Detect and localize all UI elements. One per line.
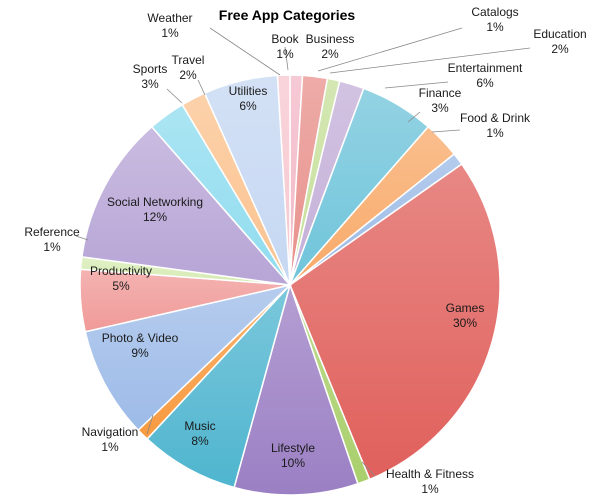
- leader-line-reference: [75, 235, 89, 241]
- slice-percent-sports: 3%: [141, 77, 159, 91]
- slice-name-catalogs: Catalogs: [471, 5, 518, 19]
- slice-percent-reference: 1%: [43, 240, 61, 254]
- slice-percent-navigation: 1%: [101, 440, 119, 454]
- leader-line-food-and-drink: [431, 129, 461, 133]
- slice-percent-health-and-fitness: 1%: [421, 482, 439, 496]
- slice-name-utilities: Utilities: [229, 84, 268, 98]
- leader-line-sports: [166, 88, 183, 104]
- leader-line-health-and-fitness: [361, 461, 376, 477]
- slice-percent-games: 30%: [453, 316, 477, 330]
- leader-line-finance: [407, 111, 421, 123]
- slice-percent-business: 2%: [321, 47, 339, 61]
- slice-percent-weather: 1%: [161, 26, 179, 40]
- slice-percent-utilities: 6%: [239, 99, 257, 113]
- pie-slice-weather: [276, 74, 291, 286]
- slice-percent-social-networking: 12%: [143, 210, 167, 224]
- slice-name-food-and-drink: Food & Drink: [460, 111, 531, 125]
- slice-name-entertainment: Entertainment: [448, 61, 523, 75]
- slice-name-travel: Travel: [172, 53, 205, 67]
- pie-slice-social-networking: [81, 125, 292, 287]
- leader-line-book: [284, 46, 289, 71]
- chart-title: Free App Categories: [219, 7, 356, 23]
- slice-percent-productivity: 5%: [112, 279, 130, 293]
- slice-percent-finance: 3%: [431, 101, 449, 115]
- slice-name-health-and-fitness: Health & Fitness: [386, 467, 474, 481]
- slice-name-productivity: Productivity: [90, 264, 152, 278]
- pie-slice-lifestyle: [233, 282, 359, 496]
- slice-percent-food-and-drink: 1%: [486, 126, 504, 140]
- leader-lines-layer: [75, 27, 531, 477]
- slice-name-music: Music: [184, 419, 215, 433]
- leader-line-education: [329, 47, 531, 74]
- slice-percent-photo-and-video: 9%: [131, 346, 149, 360]
- slice-name-games: Games: [446, 301, 485, 315]
- leader-line-travel: [197, 79, 206, 96]
- slice-name-lifestyle: Lifestyle: [271, 441, 315, 455]
- slice-name-navigation: Navigation: [82, 425, 139, 439]
- slice-percent-travel: 2%: [179, 68, 197, 82]
- leader-line-entertainment: [384, 81, 449, 89]
- slice-percent-entertainment: 6%: [476, 76, 494, 90]
- pie-slice-photo-and-video: [84, 283, 293, 432]
- slice-name-sports: Sports: [133, 62, 168, 76]
- slice-name-business: Business: [306, 32, 355, 46]
- slice-name-photo-and-video: Photo & Video: [102, 331, 179, 345]
- slice-percent-education: 2%: [551, 42, 569, 56]
- pie-slice-music: [146, 284, 291, 489]
- slices-layer: [79, 74, 501, 496]
- slice-name-education: Education: [533, 27, 586, 41]
- slice-name-reference: Reference: [24, 225, 80, 239]
- slice-name-weather: Weather: [147, 11, 192, 25]
- slice-name-finance: Finance: [419, 86, 462, 100]
- slice-percent-lifestyle: 10%: [281, 456, 305, 470]
- slice-name-social-networking: Social Networking: [107, 195, 203, 209]
- slice-percent-music: 8%: [191, 434, 209, 448]
- slice-percent-book: 1%: [276, 47, 294, 61]
- leader-line-navigation: [146, 414, 154, 435]
- pie-slice-games: [289, 163, 501, 481]
- slice-name-book: Book: [271, 32, 299, 46]
- leader-line-weather: [209, 27, 281, 76]
- slice-percent-catalogs: 1%: [486, 20, 504, 34]
- leader-line-catalogs: [317, 27, 463, 72]
